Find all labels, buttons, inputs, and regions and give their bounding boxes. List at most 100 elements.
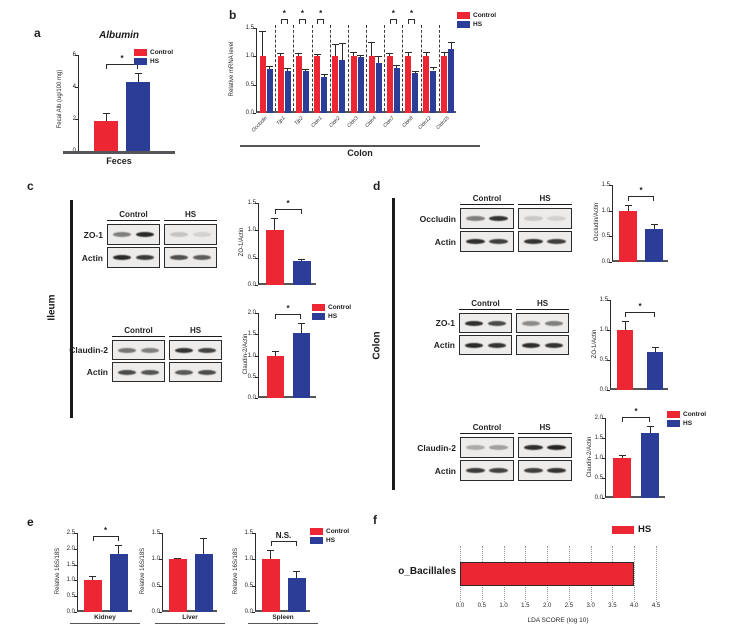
control-color-swatch — [457, 12, 470, 19]
y-tick-mark — [255, 355, 258, 357]
significance-label: * — [391, 9, 395, 18]
y-tick-mark — [252, 533, 255, 534]
hs-bar — [448, 48, 455, 113]
error-bar-cap — [271, 351, 279, 353]
error-bar — [334, 43, 336, 57]
hs-bar — [284, 71, 291, 113]
blot-row-label: Actin — [434, 465, 456, 476]
error-bar-cap — [624, 204, 632, 206]
blot-row-label: ZO-1 — [83, 229, 103, 240]
error-bar — [396, 65, 398, 69]
protein-band — [135, 232, 155, 237]
error-bar-cap — [267, 550, 274, 552]
y-tick-mark — [609, 185, 612, 186]
legend-hs-row: HS — [667, 420, 706, 427]
blot-row: Actin — [411, 231, 572, 252]
legend-hs-row: HS — [310, 537, 349, 544]
blot-row: ZO-1 — [60, 224, 217, 245]
significance-label: * — [300, 9, 305, 18]
blot-lane-box — [518, 460, 572, 481]
error-bar-cap — [411, 70, 419, 72]
y-tick-mark — [602, 418, 605, 419]
error-bar-cap — [259, 30, 267, 32]
taxon-label: o_Bacillales — [398, 566, 456, 577]
lda-score-chart: 0.0 0.5 1.0 1.5 2.0 2.5 3.0 3.5 4.0 4.5 — [456, 546, 660, 609]
protein-band — [544, 342, 564, 348]
error-bar — [341, 43, 343, 61]
kidney-x-label: Kidney — [70, 614, 140, 624]
control-color-swatch — [667, 411, 680, 418]
x-tick-label: 0.0 — [455, 603, 465, 609]
category-label: Occludin — [250, 115, 269, 134]
y-tick-mark — [159, 612, 162, 613]
control-bar — [613, 458, 631, 498]
blot-column-header: Control — [459, 299, 512, 310]
error-bar — [280, 52, 282, 57]
panel-f-legend: HS — [612, 524, 651, 535]
hs-bar — [375, 63, 382, 113]
error-bar — [269, 65, 271, 69]
control-bar — [386, 56, 393, 113]
error-bar-cap — [331, 43, 339, 45]
error-bar-cap — [375, 56, 383, 58]
occludin-actin-y-label: Occludin/Actin — [594, 202, 600, 242]
y-tick-mark — [255, 203, 258, 204]
y-tick-label: 2.0 — [594, 415, 603, 421]
blot-row: Claudin-2 — [56, 340, 222, 360]
y-tick-mark — [609, 262, 612, 263]
control-bar — [259, 56, 266, 113]
error-bar — [316, 53, 318, 57]
y-tick-label: 0.0 — [247, 282, 256, 288]
significance-label: * — [286, 303, 290, 313]
error-bar — [654, 347, 656, 353]
control-bar — [617, 330, 633, 390]
control-bar — [94, 120, 118, 151]
error-bar-cap — [429, 67, 437, 69]
protein-band — [523, 239, 543, 244]
group-separator — [329, 25, 331, 111]
hs-bar — [126, 82, 150, 151]
y-tick-label: 1.0 — [245, 53, 254, 60]
error-bar-cap — [386, 52, 394, 54]
control-bar — [266, 355, 284, 398]
y-tick-label: 2 — [60, 116, 76, 122]
error-bar-cap — [368, 42, 376, 44]
significance-label: * — [634, 406, 638, 416]
significance-bracket — [92, 536, 119, 541]
y-tick-label: 0.5 — [594, 475, 603, 481]
control-bar — [83, 580, 102, 612]
grid-line — [634, 546, 636, 602]
panel-a-title: Albumin — [99, 30, 139, 41]
blot-row: ZO-1 — [410, 313, 569, 333]
hs-bar — [321, 76, 328, 113]
error-bar-cap — [174, 557, 181, 559]
y-tick-label: 0.5 — [245, 81, 254, 88]
albumin-bar-chart: 0246* — [73, 52, 164, 154]
protein-band — [174, 347, 194, 353]
y-tick-label: 1.0 — [247, 227, 256, 234]
legend-hs-row: HS — [312, 313, 351, 320]
y-tick-label: 1.5 — [245, 25, 254, 31]
spleen-y-label: Relative 16S/18S — [233, 547, 239, 595]
group-separator — [402, 25, 404, 111]
error-bar — [298, 52, 300, 57]
y-tick-label: 1.5 — [599, 297, 608, 303]
y-tick-mark — [74, 533, 77, 534]
error-bar-cap — [338, 43, 346, 45]
colon-tissue-label: Colon — [371, 331, 383, 360]
error-bar — [137, 72, 139, 83]
error-bar — [118, 545, 119, 554]
colon-zo1-bar-chart: 0.0 0.5 1.0 1.5 * — [600, 297, 668, 393]
error-bar-cap — [134, 72, 142, 74]
y-tick-label: 6 — [60, 52, 76, 58]
error-bar-cap — [440, 52, 448, 54]
ileum-claudin2-western-blot: Control HS Claudin-2 Actin — [56, 326, 222, 384]
error-bar-cap — [302, 68, 310, 70]
y-tick-mark — [253, 84, 256, 86]
blot-lane-box — [518, 231, 572, 252]
grid-line — [656, 546, 657, 602]
blot-lane-box — [107, 224, 160, 245]
liver-x-label: Liver — [155, 614, 225, 624]
protein-band — [117, 369, 137, 375]
